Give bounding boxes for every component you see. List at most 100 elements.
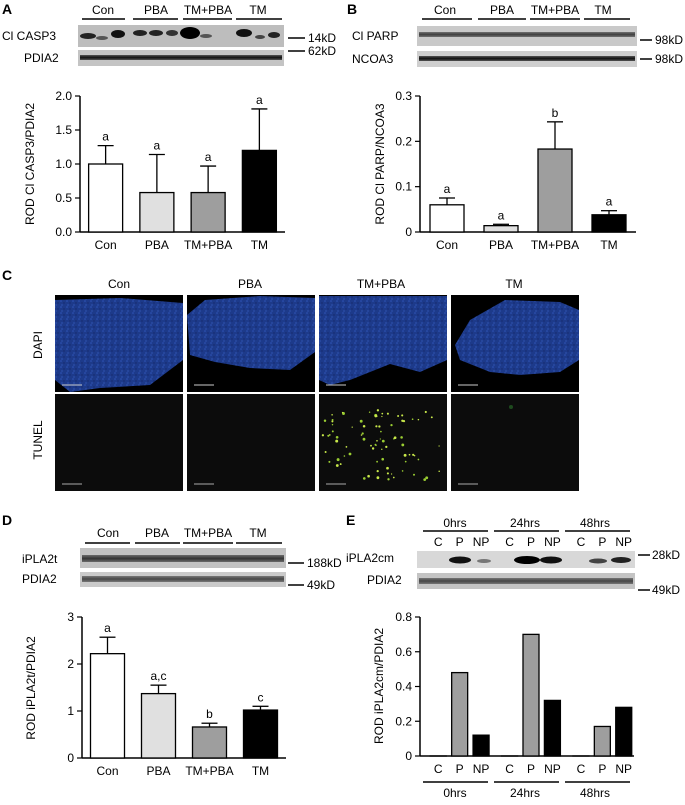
panel-b-marker1: 98kD xyxy=(655,33,683,47)
panel-e-lane-label: C xyxy=(577,535,586,549)
tunel-positive-dot xyxy=(375,444,377,446)
tunel-positive-dot xyxy=(397,415,399,417)
tunel-positive-dot xyxy=(337,458,340,461)
panel-d-y-tick-label: 2 xyxy=(67,657,74,671)
tunel-positive-dot xyxy=(336,464,339,467)
tunel-positive-dot xyxy=(370,445,372,447)
panel-c-dapi-tmpba xyxy=(319,295,447,392)
panel-d-sig-letter: a,c xyxy=(150,669,166,683)
panel-b-header-con: Con xyxy=(434,3,456,17)
panel-d-bar xyxy=(244,710,278,758)
panel-e-blot2-band xyxy=(419,578,633,584)
tunel-positive-dot xyxy=(380,438,381,439)
panel-c-col-tmpba: TM+PBA xyxy=(357,277,405,291)
panel-a-y-tick-label: 1.0 xyxy=(55,157,72,171)
panel-d-blot2-label: PDIA2 xyxy=(22,572,57,586)
panel-e-bar xyxy=(594,726,610,756)
panel-a-x-tick-label: Con xyxy=(95,238,117,252)
panel-a-x-tick-label: TM xyxy=(251,238,268,252)
panel-d-sig-letter: c xyxy=(258,690,264,704)
tunel-positive-dot xyxy=(327,435,329,437)
panel-a-blot1-label: Cl CASP3 xyxy=(2,29,56,43)
panel-a-blot2-label: PDIA2 xyxy=(24,51,59,65)
panel-a-header-tm: TM xyxy=(249,3,266,17)
panel-e-x-tick-label: C xyxy=(434,762,443,776)
panel-e-lane-label: NP xyxy=(473,535,490,549)
tunel-positive-dot xyxy=(363,477,366,480)
panel-a-sig-letter: a xyxy=(205,150,212,164)
panel-e-xgroup-0hrs: 0hrs xyxy=(443,786,466,800)
tunel-positive-dot xyxy=(381,458,384,461)
panel-b-marker2: 98kD xyxy=(655,52,683,66)
tunel-positive-dot xyxy=(425,411,427,413)
tunel-positive-dot xyxy=(324,420,326,422)
tunel-positive-dot xyxy=(344,455,346,457)
panel-d-y-tick-label: 1 xyxy=(67,704,74,718)
panel-b-bar xyxy=(592,215,626,232)
tunel-positive-dot xyxy=(349,453,352,456)
tunel-positive-dot xyxy=(387,472,389,474)
panel-d-header-tmpba: TM+PBA xyxy=(184,526,232,540)
tunel-positive-dot xyxy=(409,454,411,456)
tunel-positive-dot xyxy=(332,430,334,432)
panel-c-row-dapi: DAPI xyxy=(31,331,45,359)
panel-e-xgroup-48hrs: 48hrs xyxy=(580,786,610,800)
panel-d-blot2-band xyxy=(82,576,284,582)
panel-e-x-tick-label: C xyxy=(577,762,586,776)
tunel-positive-dot xyxy=(377,470,379,472)
tunel-positive-dot xyxy=(381,416,382,417)
panel-b-blot2-band xyxy=(419,56,635,61)
tunel-positive-dot xyxy=(328,461,330,463)
panel-d-marker2: 49kD xyxy=(307,578,335,592)
panel-c-row-tunel: TUNEL xyxy=(31,420,45,460)
panel-b-blot1-label: Cl PARP xyxy=(352,29,398,43)
tunel-positive-dot xyxy=(378,425,380,427)
panel-a-letter: A xyxy=(2,1,12,17)
tunel-positive-dot xyxy=(382,440,385,443)
panel-a-blot1 xyxy=(78,25,284,47)
panel-e-x-tick-label: NP xyxy=(615,762,632,776)
tunel-positive-dot xyxy=(423,478,426,481)
panel-e-bar xyxy=(523,634,539,756)
panel-b-y-tick-label: 0 xyxy=(405,225,412,239)
panel-a-bar xyxy=(89,164,123,232)
tunel-positive-dot xyxy=(405,461,407,463)
panel-e-y-tick-label: 0.8 xyxy=(395,610,412,624)
panel-e-y-tick-label: 0.4 xyxy=(395,680,412,694)
tunel-positive-dot xyxy=(380,431,382,433)
panel-a-sig-letter: a xyxy=(102,130,109,144)
tunel-positive-dot xyxy=(377,409,379,411)
panel-b-sig-letter: a xyxy=(498,208,505,222)
tunel-positive-dot xyxy=(418,459,420,461)
panel-d-sig-letter: a xyxy=(104,621,111,635)
tunel-positive-dot xyxy=(401,420,403,422)
panel-a-bar xyxy=(140,193,174,232)
panel-d-y-label: ROD iPLA2t/PDIA2 xyxy=(24,636,38,740)
panel-d-bar xyxy=(91,654,125,758)
panel-d-y-tick-label: 3 xyxy=(67,610,74,624)
panel-c-dapi-con xyxy=(55,295,183,392)
panel-b-bar xyxy=(484,226,518,232)
panel-e-marker1: 28kD xyxy=(652,548,680,562)
panel-a-sig-letter: a xyxy=(154,138,161,152)
tunel-positive-dot xyxy=(391,473,392,474)
panel-e-lane-label: C xyxy=(505,535,514,549)
tunel-positive-dot xyxy=(363,438,366,441)
panel-b-bar xyxy=(538,149,572,232)
tunel-positive-dot xyxy=(361,434,363,436)
tunel-positive-dot xyxy=(404,454,407,457)
panel-b-letter: B xyxy=(347,1,357,17)
panel-b-y-label: ROD Cl PARP/NCOA3 xyxy=(373,103,387,224)
panel-a-y-tick-label: 2.0 xyxy=(55,89,72,103)
panel-b: B Con PBA TM+PBA TM Cl PARP 98kD NCOA3 9… xyxy=(347,1,683,252)
tunel-positive-dot xyxy=(331,414,333,416)
panel-b-bar xyxy=(430,205,464,232)
panel-e-blot1-label: iPLA2cm xyxy=(346,551,394,565)
panel-e-x-tick-label: P xyxy=(456,762,464,776)
panel-a-y-label: ROD Cl CASP3/PDIA2 xyxy=(23,103,37,225)
tunel-positive-dot xyxy=(402,470,404,472)
